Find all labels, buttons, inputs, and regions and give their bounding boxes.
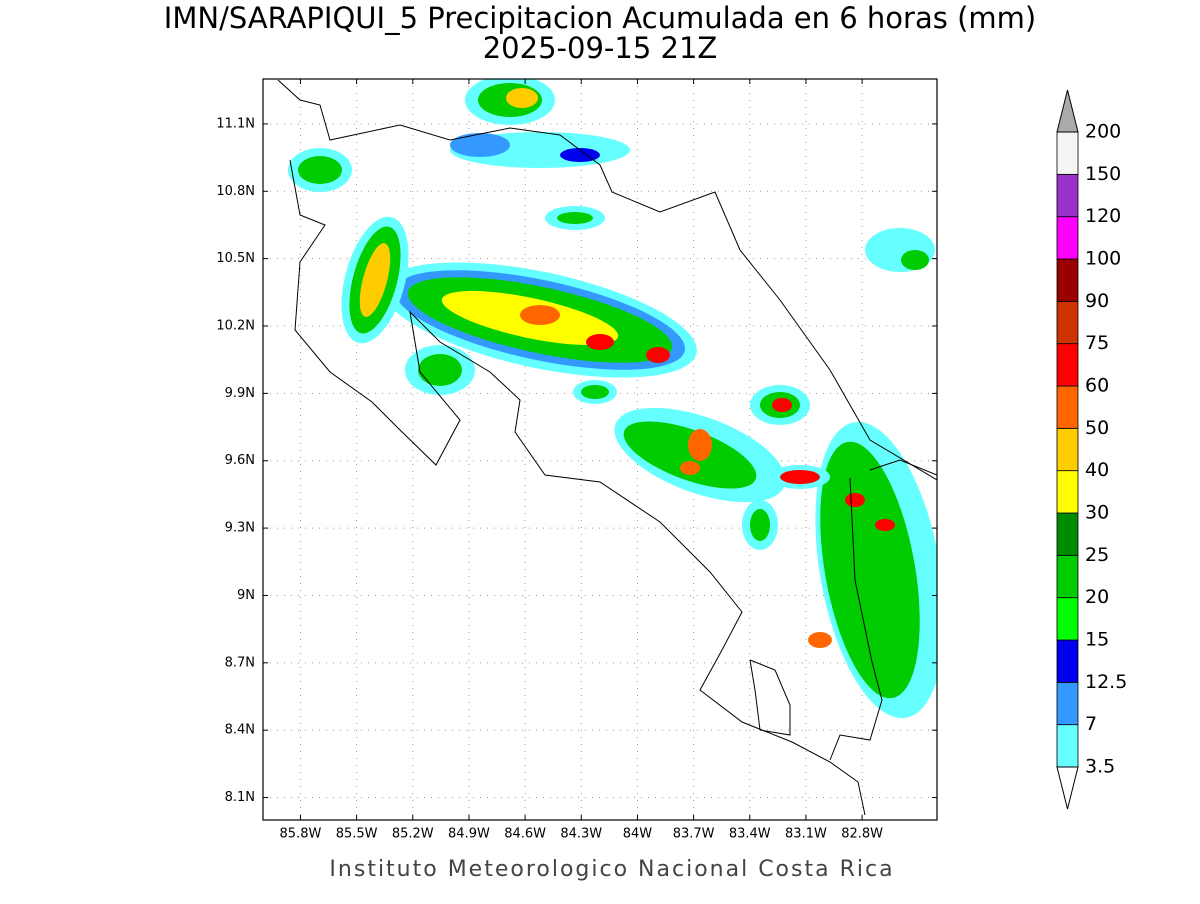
colorbar-under [1056, 766, 1079, 810]
x-tick-label: 85.8W [280, 827, 322, 842]
colorbar-box [1056, 470, 1079, 514]
colorbar-label: 150 [1085, 163, 1121, 185]
colorbar-box [1056, 173, 1079, 218]
y-tick-label: 9N [237, 588, 255, 603]
precip-field [288, 79, 937, 719]
x-tick-label: 84.3W [560, 827, 602, 842]
colorbar-box [1056, 427, 1079, 472]
colorbar-label: 75 [1085, 332, 1109, 354]
rain-cell [545, 206, 605, 230]
colorbar-box [1056, 724, 1079, 768]
rain-cell [383, 262, 697, 378]
coastline [749, 659, 791, 736]
colorbar-label: 100 [1085, 248, 1121, 270]
y-tick-label: 9.9N [225, 386, 255, 401]
y-tick-label: 9.3N [225, 521, 255, 536]
border [829, 477, 883, 761]
footer: Instituto Meteorologico Nacional Costa R… [329, 857, 894, 882]
colorbar-box [1056, 385, 1079, 429]
rain-cell [573, 380, 617, 404]
rain-cell [750, 385, 810, 425]
colorbar-label: 200 [1085, 121, 1121, 143]
y-tick-label: 10.8N [216, 184, 255, 199]
colorbar-box [1056, 554, 1079, 599]
rain-cell [808, 421, 937, 719]
colorbar-label: 40 [1085, 459, 1109, 481]
coastline [277, 79, 937, 481]
colorbar-label: 20 [1085, 586, 1109, 608]
colorbar-box [1056, 343, 1079, 387]
colorbar-label: 90 [1085, 290, 1109, 312]
x-tick-label: 84W [623, 827, 653, 842]
subtitle: 2025-09-15 21Z [483, 31, 718, 65]
colorbar-box [1056, 300, 1079, 345]
colorbar-label: 25 [1085, 544, 1109, 566]
rain-cell [341, 216, 409, 344]
y-tick-label: 8.7N [225, 655, 255, 670]
rain-cell [450, 132, 630, 168]
colorbar-label: 12.5 [1085, 671, 1127, 693]
x-tick-label: 82.8W [841, 827, 883, 842]
colorbar-box [1056, 681, 1079, 726]
map-frame [262, 78, 938, 821]
rain-cell [865, 228, 935, 272]
y-tick-label: 10.5N [216, 251, 255, 266]
colorbar-label: 120 [1085, 205, 1121, 227]
coastline [869, 459, 937, 476]
x-tick-label: 84.6W [504, 827, 546, 842]
colorbar-box [1056, 258, 1079, 302]
y-tick-label: 8.1N [225, 790, 255, 805]
title: IMN/SARAPIQUI_5 Precipitacion Acumulada … [164, 1, 1036, 35]
rain-cell [465, 79, 555, 125]
colorbar-box [1056, 639, 1079, 683]
y-tick-label: 11.1N [216, 116, 255, 131]
rain-cell [288, 148, 352, 192]
colorbar-label: 50 [1085, 417, 1109, 439]
colorbar-label: 60 [1085, 375, 1109, 397]
colorbar-box [1056, 512, 1079, 556]
x-tick-label: 84.9W [448, 827, 490, 842]
colorbar-label: 15 [1085, 629, 1109, 651]
colorbar-box [1056, 597, 1079, 641]
colorbar-label: 30 [1085, 502, 1109, 524]
colorbar-box [1056, 131, 1079, 175]
x-tick-label: 83.4W [729, 827, 771, 842]
y-tick-label: 10.2N [216, 319, 255, 334]
colorbar-label: 7 [1085, 713, 1097, 735]
rain-cell [742, 500, 778, 550]
colorbar-label: 3.5 [1085, 756, 1115, 778]
rain-cell [770, 465, 830, 489]
rain-cell [405, 345, 475, 395]
y-tick-label: 9.6N [225, 453, 255, 468]
x-tick-label: 83.7W [673, 827, 715, 842]
x-tick-label: 85.5W [336, 827, 378, 842]
colorbar-box [1056, 216, 1079, 260]
x-tick-label: 85.2W [392, 827, 434, 842]
y-tick-label: 8.4N [225, 723, 255, 738]
rain-cell [614, 407, 786, 503]
colorbar-over [1056, 89, 1079, 133]
x-tick-label: 83.1W [785, 827, 827, 842]
coastline [289, 159, 866, 816]
coastlines [277, 79, 937, 816]
